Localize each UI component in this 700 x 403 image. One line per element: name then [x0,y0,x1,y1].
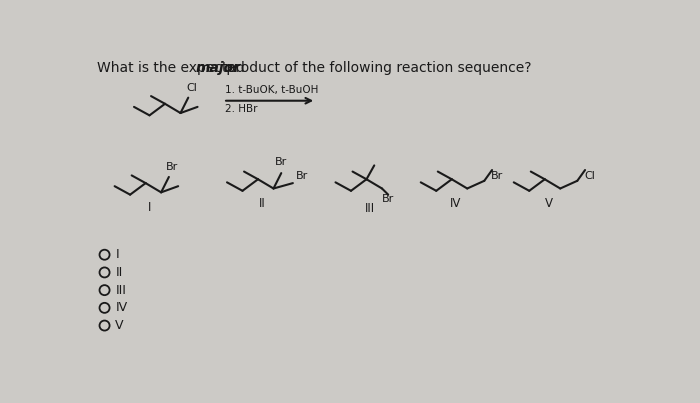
Text: product of the following reaction sequence?: product of the following reaction sequen… [222,61,531,75]
Text: Br: Br [491,171,503,181]
Text: Br: Br [275,157,288,167]
Text: Cl: Cl [584,171,595,181]
Text: Br: Br [382,194,394,204]
Text: III: III [365,202,375,215]
Text: Br: Br [166,162,178,172]
Text: V: V [116,319,124,332]
Text: major: major [195,61,240,75]
Text: I: I [116,248,119,261]
Text: V: V [545,197,552,210]
Text: 2. HBr: 2. HBr [225,104,258,114]
Text: IV: IV [116,301,127,314]
Text: Br: Br [296,171,308,181]
Text: IV: IV [450,197,461,210]
Text: 1. t-BuOK, t-BuOH: 1. t-BuOK, t-BuOH [225,85,318,95]
Text: II: II [258,197,265,210]
Text: I: I [148,201,151,214]
Text: II: II [116,266,122,279]
Text: What is the expected: What is the expected [97,61,249,75]
Text: III: III [116,284,126,297]
Text: Cl: Cl [186,83,197,93]
